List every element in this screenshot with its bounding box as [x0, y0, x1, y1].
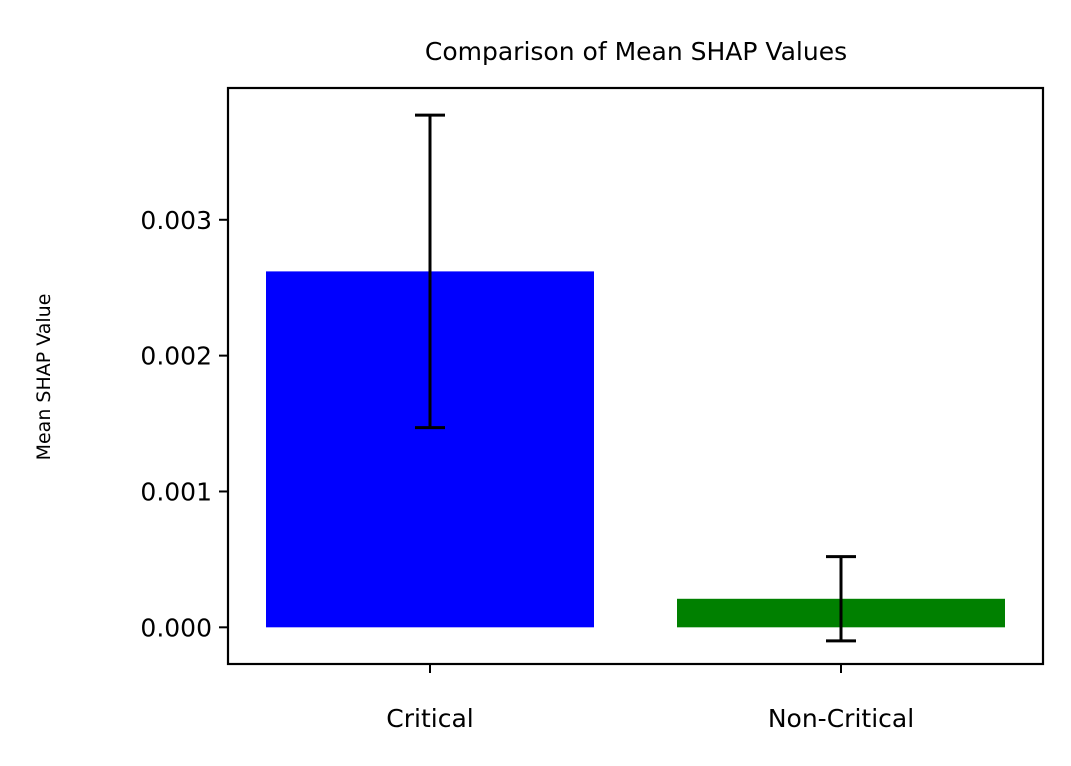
x-tick-label: Non-Critical [768, 704, 914, 733]
y-tick-label: 0.002 [140, 342, 212, 371]
y-tick-label: 0.001 [140, 477, 212, 506]
chart-title: Comparison of Mean SHAP Values [425, 37, 847, 66]
plot-area [266, 113, 1005, 643]
y-tick-label: 0.003 [140, 206, 212, 235]
y-axis-label: Mean SHAP Value [33, 294, 55, 461]
error-bar-critical [415, 113, 445, 430]
x-tick-label: Critical [386, 704, 473, 733]
y-tick-label: 0.000 [140, 613, 212, 642]
error-bar-non-critical [826, 555, 856, 643]
plot-frame [226, 86, 1045, 666]
